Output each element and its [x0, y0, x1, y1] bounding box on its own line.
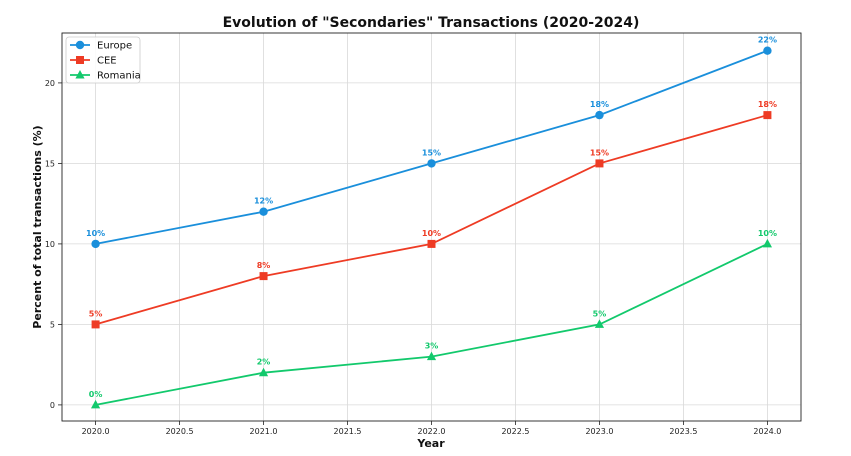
y-axis-label: Percent of total transactions (%) — [31, 125, 44, 328]
data-label-romania: 5% — [593, 309, 607, 318]
data-point-romania — [762, 238, 773, 248]
legend-label-europe: Europe — [97, 41, 132, 52]
series-europe: 10% 12% 15% 18% 22% — [86, 36, 777, 249]
data-label-europe: 15% — [422, 148, 441, 157]
data-point-europe — [91, 239, 100, 249]
data-point-romania — [426, 351, 437, 361]
x-tick-label: 2021.0 — [250, 427, 278, 436]
series-layer: 10% 12% 15% 18% 22% 5% 8% 10% 15% 18% 0% 2% 3% 5% 10% — [86, 36, 777, 409]
data-point-europe — [763, 46, 772, 55]
x-tick-label: 2023.5 — [669, 427, 697, 436]
plot-frame — [61, 32, 802, 422]
y-tick-label: 0 — [50, 401, 55, 410]
x-tick-label: 2021.5 — [334, 427, 362, 436]
legend-box — [65, 36, 141, 84]
data-point-romania — [594, 319, 605, 328]
data-label-cee: 18% — [758, 100, 777, 109]
data-label-romania: 0% — [89, 390, 103, 399]
legend: Europe CEE Romania — [65, 36, 141, 84]
x-tick-label: 2020.0 — [82, 427, 110, 436]
series-romania: 0% 2% 3% 5% 10% — [89, 229, 777, 409]
y-tick-label: 20 — [45, 79, 55, 88]
y-tick-label: 10 — [45, 240, 55, 249]
data-label-cee: 8% — [257, 261, 271, 270]
x-tick-label: 2022.0 — [418, 427, 446, 436]
data-label-cee: 15% — [590, 148, 609, 157]
data-label-cee: 10% — [422, 229, 441, 238]
series-cee: 5% 8% 10% 15% 18% — [89, 100, 777, 329]
data-point-cee — [595, 159, 604, 168]
data-label-romania: 3% — [425, 342, 439, 351]
legend-label-cee: CEE — [97, 56, 117, 67]
data-point-romania — [90, 399, 101, 409]
data-point-cee — [427, 239, 436, 248]
data-label-cee: 5% — [89, 309, 103, 318]
axes: 2020.0 2020.5 2021.0 2021.5 2022.0 2022.5 2023… — [45, 32, 802, 436]
x-tick-label: 2024.0 — [753, 427, 781, 436]
legend-marker-cee — [76, 56, 84, 64]
data-label-europe: 10% — [86, 229, 105, 238]
data-point-cee — [763, 111, 772, 120]
legend-marker-romania — [75, 70, 85, 79]
data-label-romania: 2% — [257, 358, 271, 367]
data-point-romania — [258, 367, 269, 377]
data-point-europe — [595, 110, 604, 120]
x-tick-label: 2020.5 — [166, 427, 194, 436]
data-point-cee — [259, 272, 268, 281]
x-axis-label: Year — [416, 437, 445, 450]
data-point-europe — [259, 207, 268, 216]
data-label-europe: 12% — [254, 197, 273, 206]
x-tick-label: 2022.5 — [501, 427, 529, 436]
data-label-europe: 22% — [758, 36, 777, 45]
data-point-europe — [427, 159, 436, 168]
y-tick-label: 5 — [50, 320, 55, 329]
grid — [62, 33, 801, 421]
legend-label-romania: Romania — [97, 71, 141, 82]
y-tick-label: 15 — [45, 159, 55, 168]
data-label-europe: 18% — [590, 100, 609, 109]
legend-marker-europe — [75, 40, 85, 50]
data-label-romania: 10% — [758, 229, 777, 238]
data-point-cee — [91, 320, 100, 329]
x-tick-label: 2023.0 — [585, 427, 613, 436]
chart-title: Evolution of "Secondaries" Transactions … — [223, 15, 640, 31]
